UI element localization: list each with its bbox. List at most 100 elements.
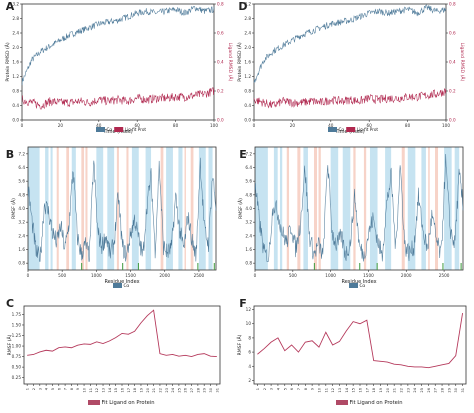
- helix-band: [107, 147, 115, 270]
- helix-band: [50, 147, 53, 270]
- strand-band: [363, 147, 367, 270]
- x-tick-label: 30: [454, 387, 458, 392]
- y2-axis-label: Ligand RMSD (Å): [459, 43, 466, 82]
- y-tick-label: 0.4: [244, 103, 251, 108]
- x-tick-label: 10: [317, 387, 321, 392]
- strand-band: [126, 147, 129, 270]
- x-tick-label: 60: [135, 123, 141, 128]
- x-tick-label: 9: [76, 387, 80, 390]
- strand-band: [184, 147, 186, 270]
- y-tick-label: 2.0: [12, 45, 19, 50]
- legend-swatch: [349, 283, 358, 288]
- strand-band: [190, 147, 194, 270]
- plot-frame: [27, 146, 217, 271]
- x-tick-label: 30: [209, 387, 213, 392]
- helix-band: [198, 147, 206, 270]
- y-tick-label: 2.8: [12, 16, 19, 21]
- panel-label: C: [6, 297, 14, 310]
- x-tick-label: 3: [270, 388, 274, 390]
- strand-band: [435, 147, 439, 270]
- x-tick-label: 8: [304, 387, 308, 390]
- x-tick-label: 31: [215, 388, 219, 393]
- y-tick-label: 4: [248, 364, 251, 369]
- helix-band: [145, 147, 152, 270]
- x-tick-label: 1000: [91, 273, 102, 278]
- legend: Cα Lig fit Prot: [96, 127, 146, 132]
- x-tick-label: 25: [177, 388, 181, 393]
- x-tick-label: 1: [256, 388, 260, 390]
- y-tick-label: 4.0: [245, 206, 252, 211]
- y-tick-label: 6.4: [18, 165, 25, 170]
- strand-band: [353, 147, 356, 270]
- x-tick-label: 6: [57, 387, 61, 390]
- x-tick-label: 80: [405, 123, 411, 128]
- series-line: [253, 87, 447, 109]
- x-tick-label: 27: [190, 388, 194, 393]
- y-tick-label: 1.6: [244, 60, 251, 65]
- y-tick-label: 2.4: [245, 233, 252, 238]
- x-tick-label: 80: [173, 123, 179, 128]
- strand-band: [401, 147, 405, 270]
- x-tick-label: 12: [95, 388, 99, 393]
- x-axis-label: Residue Index: [104, 279, 139, 285]
- y-tick-label: 2.4: [12, 31, 19, 36]
- y2-tick-label: 0.2: [217, 89, 224, 94]
- panel-label: F: [239, 297, 247, 310]
- x-tick-label: 7: [64, 388, 68, 390]
- y-tick-label: 1.6: [245, 247, 252, 252]
- strand-band: [81, 147, 85, 270]
- panel-c: C1 2 3 4 5 6 7 8 9 10 11 12 13 14 15 16 17 18 19 20 21 22 23 24…: [6, 297, 221, 406]
- x-tick-label: 4: [45, 387, 49, 390]
- x-tick-label: 40: [328, 123, 334, 128]
- y-tick-label: 2.4: [244, 31, 251, 36]
- x-tick-label: 21: [393, 388, 397, 393]
- x-tick-label: 5: [51, 388, 55, 390]
- strand-band: [286, 147, 290, 270]
- y-axis-label: Protein RMSD (Å): [236, 42, 243, 82]
- helix-band: [303, 147, 308, 270]
- x-tick-label: 26: [184, 387, 188, 392]
- helix-band: [131, 147, 139, 270]
- legend-label: Lig fit Prot: [125, 127, 147, 132]
- x-tick-label: 12: [331, 388, 335, 393]
- y-tick-label: 0.75: [12, 354, 22, 359]
- x-tick-label: 1000: [325, 273, 336, 278]
- series-line: [21, 5, 215, 86]
- legend-label: Cα: [107, 127, 113, 132]
- x-tick-label: 500: [289, 273, 297, 278]
- panel-label: D: [238, 0, 247, 13]
- y-tick-label: 2: [248, 378, 251, 383]
- x-tick-label: 3: [38, 388, 42, 390]
- panel-a: A0 20 40 60 80 1000.00.40.81.21.62.02.42.83.2…: [4, 0, 234, 135]
- y-tick-label: 0.8: [18, 261, 25, 266]
- legend-swatch: [336, 400, 348, 405]
- y-axis-label: RMSF (Å): [237, 198, 244, 219]
- y-tick-label: 12: [246, 307, 252, 312]
- y-tick-label: 1.25: [12, 333, 22, 338]
- legend-swatch: [114, 127, 124, 132]
- y-tick-label: 4.8: [245, 192, 252, 197]
- x-tick-label: 2: [263, 388, 267, 390]
- helix-band: [166, 147, 173, 270]
- x-tick-label: 29: [447, 387, 451, 392]
- series-line: [257, 313, 464, 369]
- x-tick-label: 23: [165, 388, 169, 393]
- helix-band: [279, 147, 283, 270]
- x-tick-label: 21: [152, 388, 156, 393]
- y-tick-label: 3.2: [245, 220, 252, 225]
- y2-tick-label: 0.0: [217, 118, 224, 123]
- helix-band: [255, 147, 268, 270]
- x-tick-label: 1: [26, 388, 30, 390]
- y-tick-label: 1.2: [244, 74, 251, 79]
- x-tick-label: 16: [121, 387, 125, 392]
- x-tick-label: 26: [427, 387, 431, 392]
- strand-band: [66, 147, 70, 270]
- y2-tick-label: 0.4: [449, 60, 456, 65]
- y-tick-label: 1.00: [12, 344, 22, 349]
- x-tick-label: 13: [102, 388, 106, 393]
- x-tick-label: 500: [58, 273, 66, 278]
- y-tick-label: 5.6: [18, 179, 25, 184]
- plot-frame: [253, 305, 467, 385]
- panel-b: B 0 500 1000 1500 2000 2500 0.8 1.6 2.4 3.2 4.0 4.8 5…: [6, 146, 217, 288]
- y-tick-label: 0.0: [244, 118, 251, 123]
